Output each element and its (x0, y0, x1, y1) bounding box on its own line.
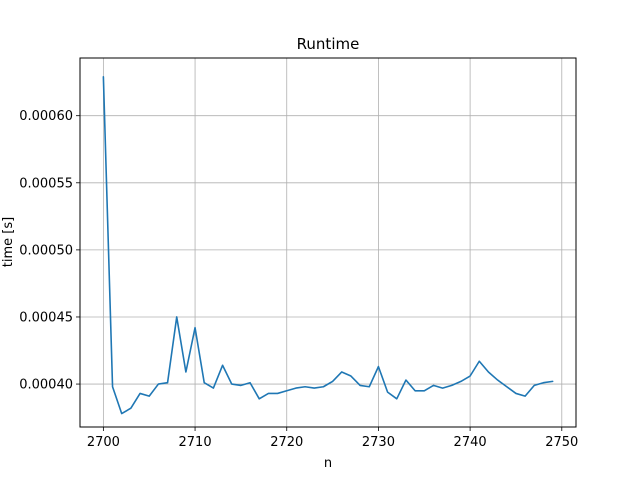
plot-frame (79, 57, 577, 428)
tick-layer: 2700 2710 2720 2730 2740 2750 0.00040 0.00045 0.… (19, 109, 578, 450)
series-layer (102, 75, 554, 415)
x-tick-label: 2740 (454, 435, 487, 450)
y-axis-label: time [s] (1, 217, 16, 267)
x-tick-label: 2720 (270, 435, 303, 450)
grid-layer (80, 58, 576, 427)
y-tick-label: 0.00040 (19, 378, 73, 393)
y-tick-label: 0.00060 (19, 109, 73, 124)
x-tick-label: 2730 (362, 435, 395, 450)
y-tick-label: 0.00045 (19, 310, 73, 325)
x-axis-label: n (324, 456, 332, 471)
x-tick-label: 2750 (545, 435, 578, 450)
chart-title: Runtime (297, 35, 360, 53)
x-tick-label: 2700 (87, 435, 120, 450)
y-tick-label: 0.00050 (19, 243, 73, 258)
x-tick-label: 2710 (179, 435, 212, 450)
series-line (102, 75, 554, 415)
y-tick-label: 0.00055 (19, 176, 73, 191)
